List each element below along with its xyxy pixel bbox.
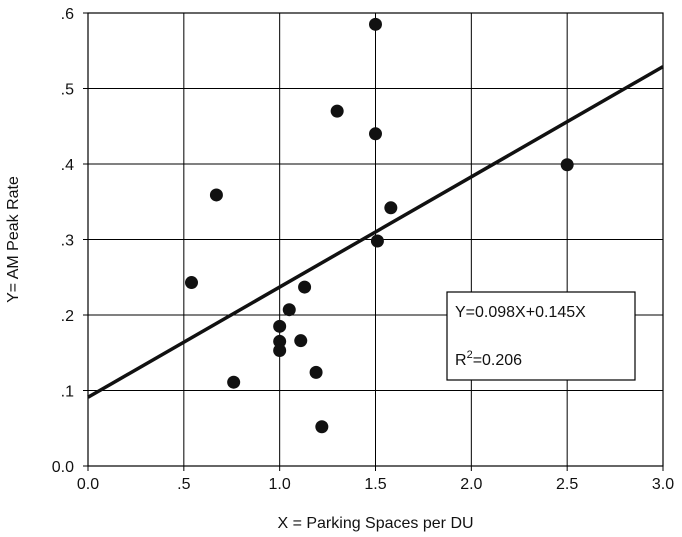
equation-label: Y=0.098X+0.145X [455,304,586,321]
trend-line [87,65,664,399]
plot-frame [87,12,664,467]
y-tick-label: 0.0 [52,459,74,476]
data-point [315,420,329,434]
data-point [209,188,223,202]
data-points [185,17,574,434]
r-squared-prefix: R [455,352,467,369]
data-point [273,343,287,357]
x-tick-label: 2.5 [556,476,578,493]
x-tick-label: 0.0 [77,476,99,493]
y-tick-label: .1 [61,384,74,401]
data-point [560,158,574,172]
y-tick-labels: 0.0 .1 .2 .3 .4 .5 .6 [52,6,74,476]
y-axis-title: Y= AM Peak Rate [5,176,22,303]
annotation-frame [446,291,636,381]
x-tick-labels: 0.0 .5 1.0 1.5 2.0 2.5 3.0 [77,476,674,493]
data-point [309,365,323,379]
x-tick-label: .5 [177,476,190,493]
data-point [273,334,287,348]
data-point [227,375,241,389]
r-squared-superscript: 2 [467,349,473,361]
y-tick-label: .4 [61,157,74,174]
r-squared-label: R2=0.206 [455,349,522,369]
data-point [370,234,384,248]
y-tick-label: .5 [61,82,74,99]
data-point [294,334,308,348]
data-point [369,17,382,31]
data-point [282,303,296,317]
data-point [369,127,382,141]
data-point [185,276,198,290]
y-tick-label: .2 [61,308,74,325]
x-tick-label: 2.0 [460,476,482,493]
x-axis-title: X = Parking Spaces per DU [277,515,473,532]
data-point [330,104,344,118]
x-tick-label: 1.0 [269,476,291,493]
data-point [273,319,287,333]
y-tick-label: .6 [61,6,74,23]
data-point [298,280,312,294]
data-point [384,201,398,215]
y-tick-label: .3 [61,233,74,250]
x-tick-label: 3.0 [652,476,674,493]
r-squared-value: =0.206 [473,352,522,369]
x-tick-label: 1.5 [364,476,386,493]
regression-annotation-box: Y=0.098X+0.145X R2=0.206 [446,291,636,381]
